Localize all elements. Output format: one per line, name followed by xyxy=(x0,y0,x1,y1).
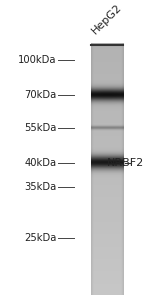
Text: 25kDa: 25kDa xyxy=(24,233,57,244)
Text: 70kDa: 70kDa xyxy=(25,90,57,100)
Text: 100kDa: 100kDa xyxy=(18,55,57,65)
Text: 55kDa: 55kDa xyxy=(24,123,57,133)
Text: HepG2: HepG2 xyxy=(90,2,124,36)
Text: 35kDa: 35kDa xyxy=(25,182,57,192)
Text: 40kDa: 40kDa xyxy=(25,158,57,168)
Text: NRBF2: NRBF2 xyxy=(107,158,144,168)
